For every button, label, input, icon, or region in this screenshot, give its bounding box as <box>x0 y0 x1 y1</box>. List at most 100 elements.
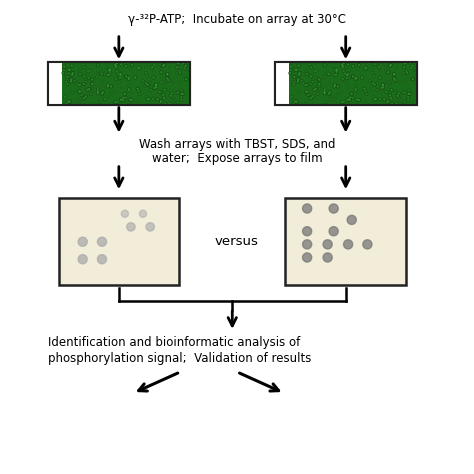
Point <box>320 87 328 95</box>
Point <box>148 64 156 71</box>
Point <box>170 79 177 86</box>
Point <box>131 74 139 82</box>
Point <box>147 79 155 87</box>
Circle shape <box>363 240 372 249</box>
Point <box>113 98 120 105</box>
Point <box>113 59 121 67</box>
Point <box>404 90 412 98</box>
Point <box>159 62 167 70</box>
Point <box>289 78 297 86</box>
Point <box>346 74 353 82</box>
Point <box>307 80 314 88</box>
Point <box>122 62 130 70</box>
Point <box>175 60 182 67</box>
Point <box>303 66 310 73</box>
Point <box>154 96 161 103</box>
Point <box>327 93 335 101</box>
Point <box>125 76 133 83</box>
Point <box>401 64 408 71</box>
Point <box>305 89 312 96</box>
Point <box>401 64 408 71</box>
Point <box>361 64 369 71</box>
Point <box>329 64 337 71</box>
Point <box>376 95 384 103</box>
Point <box>321 85 328 93</box>
Point <box>158 68 165 76</box>
Point <box>404 96 412 103</box>
Circle shape <box>78 237 87 246</box>
Point <box>71 77 79 85</box>
Point <box>62 78 70 86</box>
Point <box>164 70 171 78</box>
Point <box>291 81 298 88</box>
Point <box>64 73 72 81</box>
Point <box>390 74 398 82</box>
Text: versus: versus <box>215 235 259 248</box>
Point <box>165 87 173 94</box>
Point <box>388 95 395 103</box>
Point <box>182 75 190 83</box>
Point <box>166 64 173 72</box>
Point <box>340 98 347 105</box>
Point <box>125 85 133 93</box>
Point <box>134 66 141 73</box>
Point <box>361 85 368 92</box>
Point <box>132 73 139 81</box>
Point <box>339 64 347 71</box>
Point <box>68 71 76 79</box>
Point <box>80 80 88 88</box>
Point <box>334 82 342 90</box>
Point <box>382 64 389 71</box>
Point <box>76 70 84 78</box>
Point <box>362 98 369 106</box>
Point <box>94 62 101 69</box>
Point <box>136 64 143 72</box>
Point <box>308 85 315 92</box>
Point <box>386 79 394 87</box>
Point <box>121 90 128 98</box>
Point <box>150 66 157 74</box>
Point <box>401 60 408 67</box>
Point <box>355 61 363 69</box>
Point <box>178 96 185 103</box>
Point <box>111 61 119 68</box>
Point <box>322 98 330 106</box>
Point <box>159 79 167 87</box>
Point <box>366 77 374 85</box>
Point <box>75 88 83 95</box>
Point <box>396 79 404 86</box>
Point <box>167 92 174 100</box>
Point <box>394 92 401 100</box>
Bar <box>289 62 417 105</box>
Point <box>353 96 361 103</box>
Point <box>309 92 317 100</box>
Point <box>326 79 333 87</box>
Point <box>64 81 71 88</box>
Point <box>108 90 115 98</box>
Point <box>326 79 333 87</box>
Point <box>332 66 340 74</box>
Point <box>143 93 150 101</box>
Point <box>303 70 310 78</box>
Point <box>352 85 359 93</box>
Point <box>93 73 100 81</box>
Point <box>354 64 362 72</box>
Point <box>160 61 168 69</box>
Point <box>174 89 182 96</box>
Point <box>113 98 120 105</box>
Point <box>106 71 113 79</box>
Point <box>170 79 177 86</box>
Bar <box>285 198 406 285</box>
Point <box>182 62 190 70</box>
Point <box>159 91 167 99</box>
Point <box>396 79 404 86</box>
Point <box>392 87 400 94</box>
Point <box>94 90 101 97</box>
Point <box>139 77 146 85</box>
Point <box>134 85 141 92</box>
Point <box>338 99 346 106</box>
Point <box>396 98 404 106</box>
Point <box>358 74 366 82</box>
Point <box>390 71 398 78</box>
Point <box>301 81 309 89</box>
